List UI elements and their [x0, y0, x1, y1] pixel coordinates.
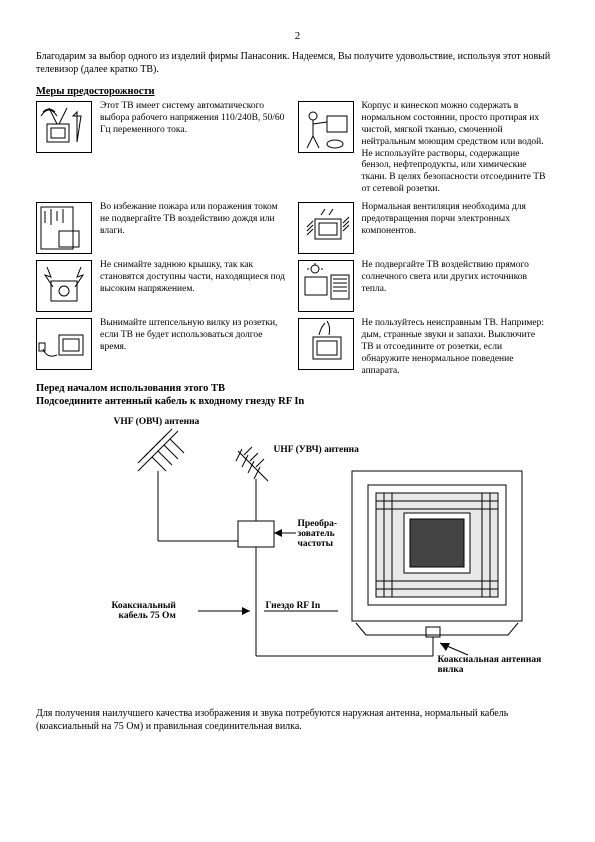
precaution-icon — [298, 101, 354, 153]
page-number: 2 — [36, 30, 559, 42]
section-before-use-line2: Подсоедините антенный кабель к входному … — [36, 396, 559, 407]
precaution-icon — [298, 260, 354, 312]
outro-text: Для получения наилучшего качества изобра… — [36, 707, 559, 733]
intro-text: Благодарим за выбор одного из изделий фи… — [36, 50, 559, 76]
precaution-text: Не пользуйтесь неисправным ТВ. Например:… — [362, 318, 560, 377]
label-uhf: UHF (УВЧ) антенна — [274, 445, 359, 455]
precaution-row: Вынимайте штепсельную вилку из розетки, … — [36, 318, 559, 377]
precaution-icon — [36, 101, 92, 153]
precaution-row: Этот ТВ имеет систему автоматического вы… — [36, 101, 559, 196]
precaution-row: Во избежание пожара или поражения током … — [36, 202, 559, 254]
precaution-text: Нормальная вентиляция необходима для пре… — [362, 202, 560, 254]
section-before-use-line1: Перед началом использования этого ТВ — [36, 383, 559, 394]
precaution-text: Вынимайте штепсельную вилку из розетки, … — [100, 318, 298, 377]
label-coax75: Коаксиальный кабель 75 Ом — [112, 601, 176, 621]
label-vhf: VHF (ОВЧ) антенна — [114, 417, 200, 427]
label-converter: Преобра- зователь частоты — [298, 519, 338, 549]
precaution-text: Корпус и кинескоп можно содержать в норм… — [362, 101, 560, 196]
precaution-text: Этот ТВ имеет систему автоматического вы… — [100, 101, 298, 196]
precaution-text: Не снимайте заднюю крышку, так как стано… — [100, 260, 298, 312]
precaution-icon — [36, 318, 92, 370]
precaution-icon — [298, 318, 354, 370]
connection-diagram: VHF (ОВЧ) антенна UHF (УВЧ) антенна Прео… — [38, 411, 558, 701]
precaution-icon — [36, 202, 92, 254]
label-rfin: Гнездо RF In — [266, 601, 321, 611]
precaution-icon — [36, 260, 92, 312]
precaution-text: Во избежание пожара или поражения током … — [100, 202, 298, 254]
precaution-text: Не подвергайте ТВ воздействию прямого со… — [362, 260, 560, 312]
precautions-grid: Этот ТВ имеет систему автоматического вы… — [36, 101, 559, 377]
precaution-icon — [298, 202, 354, 254]
label-coax-plug: Коаксиальная антенная вилка — [438, 655, 542, 675]
precaution-row: Не снимайте заднюю крышку, так как стано… — [36, 260, 559, 312]
section-precautions-title: Меры предосторожности — [36, 86, 559, 97]
